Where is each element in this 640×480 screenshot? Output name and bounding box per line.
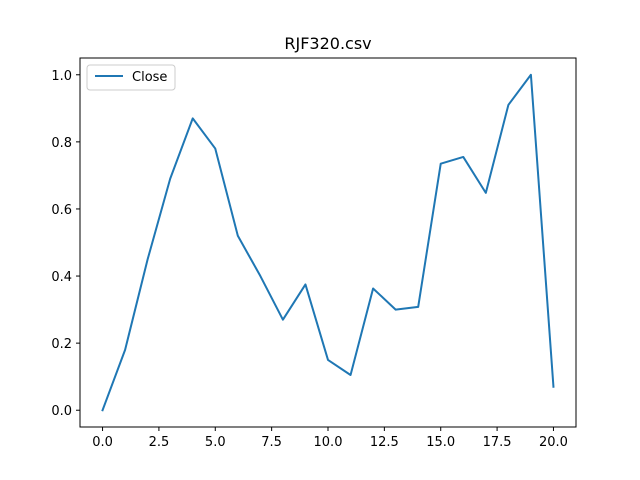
y-tick-label: 0.0	[51, 404, 72, 419]
legend-box	[86, 64, 176, 91]
chart-title: RJF320.csv	[284, 34, 371, 53]
plot-area	[101, 73, 555, 412]
legend: Close	[86, 64, 176, 91]
x-axis: 0.0 2.5 5.0 7.5 10.0 12.5 15.0 17.5 20.0	[92, 427, 568, 450]
y-tick-label: 0.8	[51, 136, 72, 151]
x-tick-label: 10.0	[314, 435, 343, 450]
x-tick-label: 2.5	[149, 435, 170, 450]
x-tick-label: 17.5	[483, 435, 512, 450]
y-tick-label: 0.4	[51, 270, 72, 285]
y-tick-label: 1.0	[51, 69, 72, 84]
x-tick-label: 15.0	[426, 435, 455, 450]
legend-label-close: Close	[132, 70, 167, 85]
x-tick-label: 12.5	[370, 435, 399, 450]
x-tick-label: 7.5	[261, 435, 282, 450]
x-tick-label: 20.0	[539, 435, 568, 450]
plot-frame	[79, 57, 577, 428]
x-tick-label: 5.0	[205, 435, 226, 450]
y-tick-label: 0.6	[51, 203, 72, 218]
series-line-close	[101, 73, 555, 412]
x-tick-label: 0.0	[92, 435, 113, 450]
y-axis: 0.0 0.2 0.4 0.6 0.8 1.0	[51, 69, 80, 419]
y-tick-label: 0.2	[51, 337, 72, 352]
